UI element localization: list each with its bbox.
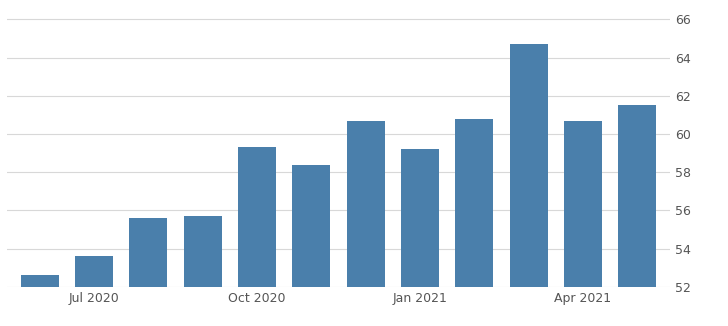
- Bar: [21, 275, 59, 287]
- Bar: [347, 121, 384, 287]
- Bar: [564, 121, 602, 287]
- Bar: [401, 149, 439, 287]
- Bar: [238, 147, 276, 287]
- Bar: [75, 256, 113, 287]
- Bar: [510, 44, 547, 287]
- Bar: [183, 216, 222, 287]
- Bar: [618, 105, 656, 287]
- Bar: [455, 119, 494, 287]
- Bar: [293, 165, 331, 287]
- Bar: [130, 218, 167, 287]
